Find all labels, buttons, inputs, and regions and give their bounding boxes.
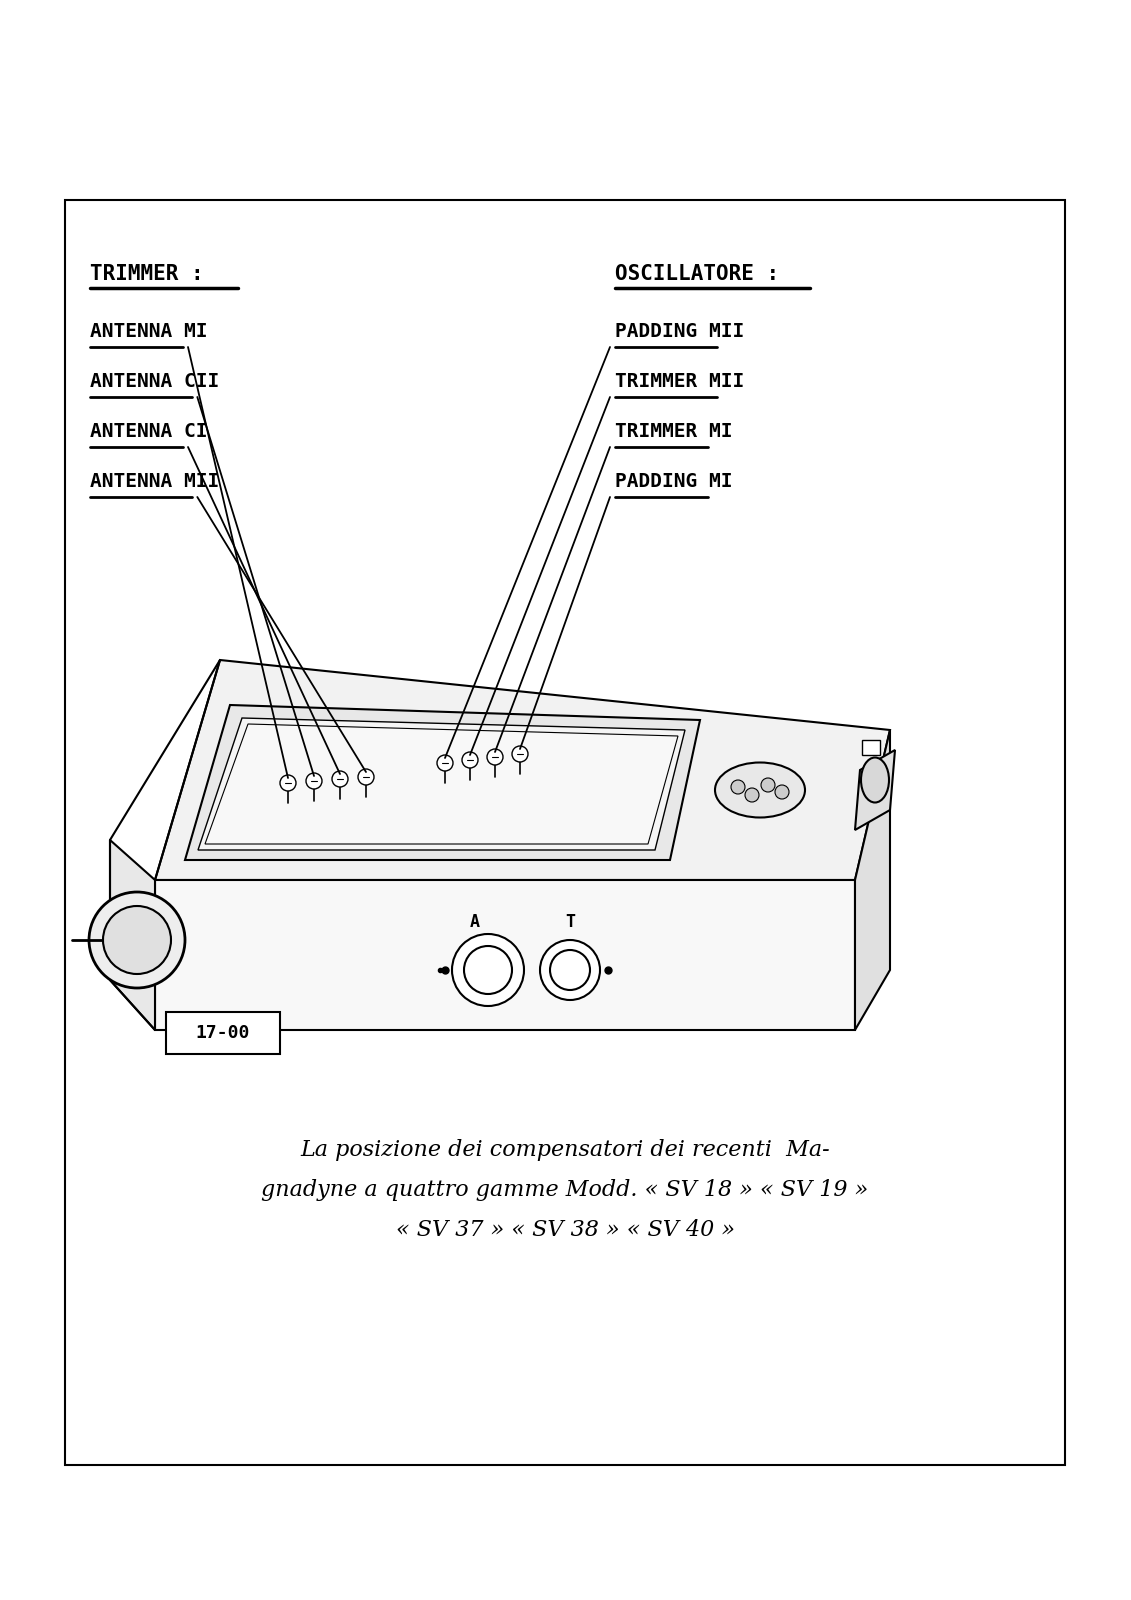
Polygon shape	[855, 730, 890, 1030]
Circle shape	[280, 774, 296, 790]
Circle shape	[359, 770, 374, 786]
Polygon shape	[155, 659, 890, 880]
Circle shape	[539, 939, 601, 1000]
Text: ANTENNA MII: ANTENNA MII	[90, 472, 219, 491]
Circle shape	[437, 755, 454, 771]
Bar	[64, 200, 1065, 1466]
Text: ANTENNA CII: ANTENNA CII	[90, 371, 219, 390]
Circle shape	[333, 771, 348, 787]
Text: 17-00: 17-00	[196, 1024, 250, 1042]
Polygon shape	[155, 880, 855, 1030]
Circle shape	[550, 950, 590, 990]
Circle shape	[731, 781, 745, 794]
Text: TRIMMER :: TRIMMER :	[90, 264, 204, 285]
Polygon shape	[185, 706, 700, 861]
Circle shape	[464, 946, 512, 994]
Text: TRIMMER MI: TRIMMER MI	[615, 422, 733, 442]
Text: ANTENNA MI: ANTENNA MI	[90, 322, 207, 341]
Text: T: T	[566, 914, 575, 931]
Circle shape	[512, 746, 528, 762]
Polygon shape	[855, 750, 895, 830]
Text: « SV 37 » « SV 38 » « SV 40 »: « SV 37 » « SV 38 » « SV 40 »	[396, 1219, 734, 1242]
Text: ANTENNA CI: ANTENNA CI	[90, 422, 207, 442]
Text: TRIMMER MII: TRIMMER MII	[615, 371, 744, 390]
Circle shape	[775, 786, 789, 798]
Circle shape	[487, 749, 503, 765]
Bar	[862, 739, 880, 755]
Text: OSCILLATORE :: OSCILLATORE :	[615, 264, 779, 285]
FancyBboxPatch shape	[166, 1013, 280, 1054]
Circle shape	[452, 934, 524, 1006]
Polygon shape	[198, 718, 685, 850]
Polygon shape	[110, 840, 155, 1030]
Circle shape	[103, 906, 171, 974]
Ellipse shape	[861, 757, 889, 803]
Text: La posizione dei compensatori dei recenti  Ma-: La posizione dei compensatori dei recent…	[300, 1139, 830, 1162]
Polygon shape	[205, 723, 677, 845]
Text: PADDING MI: PADDING MI	[615, 472, 733, 491]
Circle shape	[461, 752, 478, 768]
Circle shape	[89, 893, 185, 987]
Text: PADDING MII: PADDING MII	[615, 322, 744, 341]
Circle shape	[307, 773, 322, 789]
Text: A: A	[470, 914, 480, 931]
Circle shape	[761, 778, 775, 792]
Text: gnadyne a quattro gamme Modd. « SV 18 » « SV 19 »: gnadyne a quattro gamme Modd. « SV 18 » …	[261, 1179, 869, 1202]
Circle shape	[745, 787, 759, 802]
Ellipse shape	[715, 763, 805, 818]
